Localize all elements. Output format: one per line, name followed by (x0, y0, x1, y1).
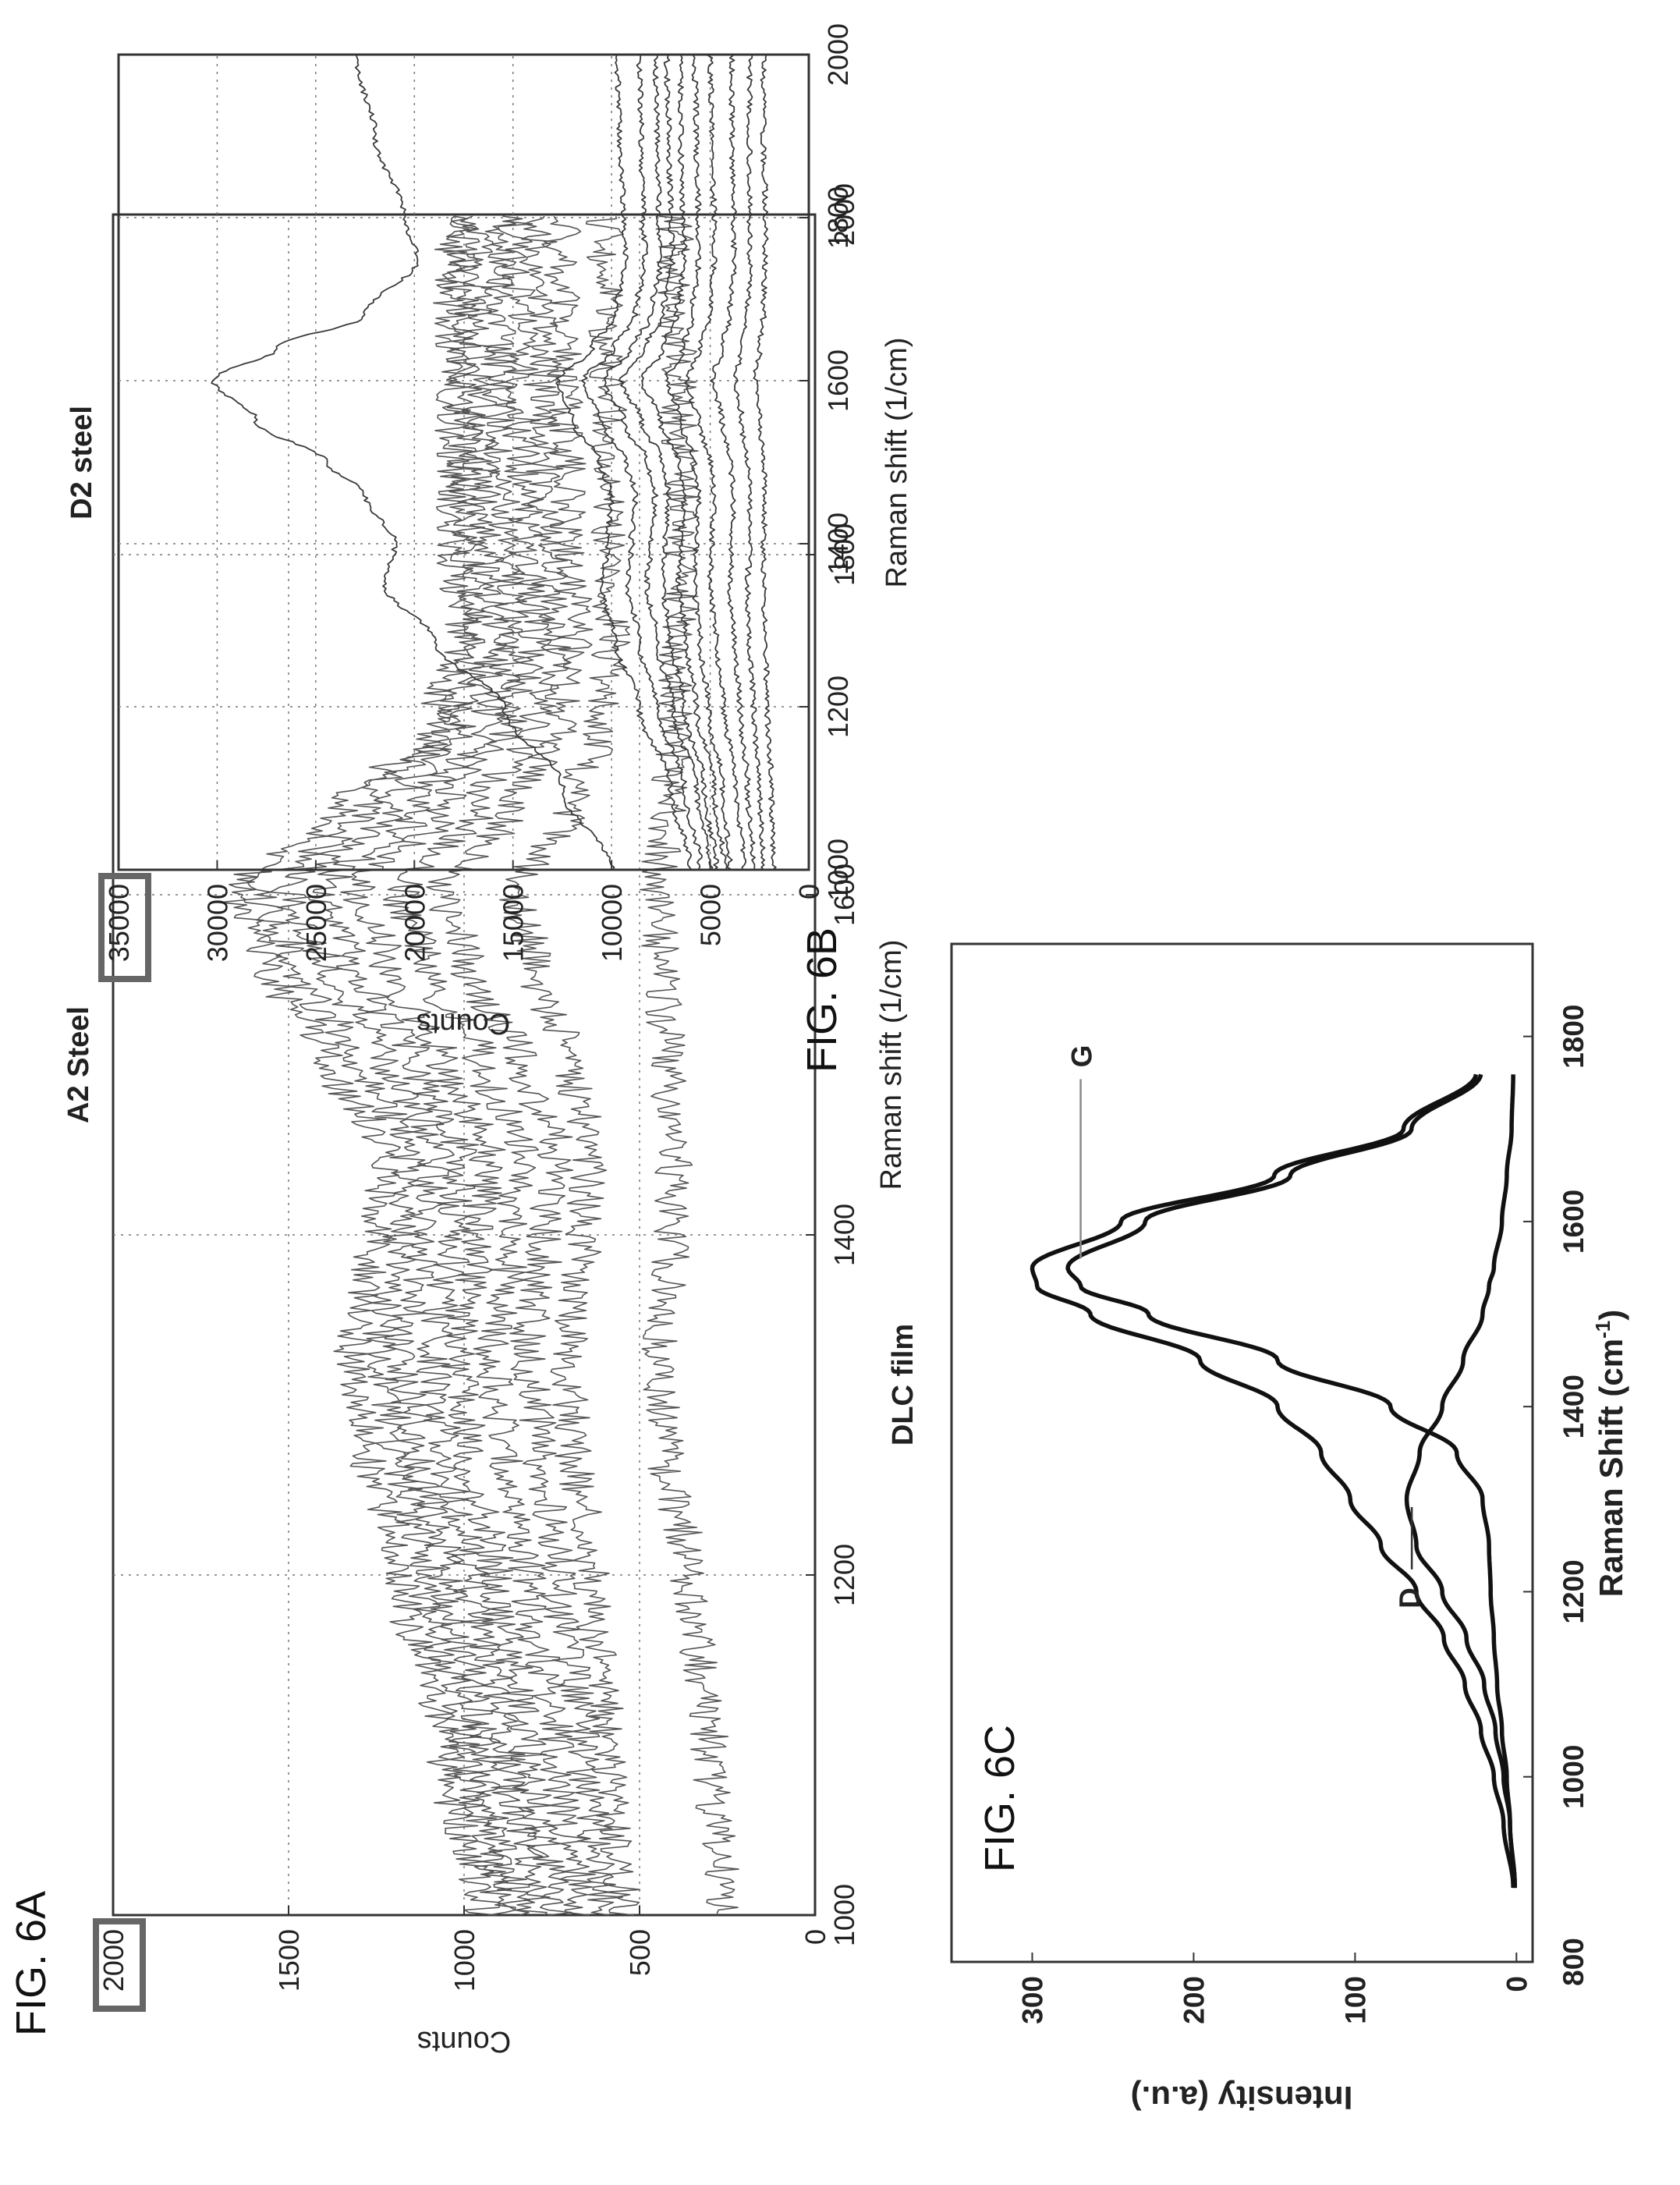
series-line-6b-1 (211, 55, 615, 871)
x-tick-label: 1800 (1558, 1004, 1590, 1068)
x-tick-label: 1400 (822, 513, 854, 575)
series-line-6a-7 (426, 215, 623, 1916)
y-tick-label: 25000 (300, 884, 332, 962)
chart-title-6a: A2 Steel (62, 1006, 95, 1123)
grid-6a (113, 215, 815, 1915)
x-tick-label: 1600 (828, 864, 860, 926)
series-line-6b-2 (555, 55, 693, 871)
x-ticks-6b: 1000 1200 1400 1600 1800 2000 (799, 23, 854, 901)
y-tick-label: 30000 (201, 884, 233, 962)
y-tick-label: 500 (624, 1929, 656, 1976)
x-tick-label: 1200 (822, 676, 854, 738)
x-tick-label: 1600 (822, 349, 854, 412)
y-axis-label-6c: Intensity (a.u.) (1131, 2080, 1353, 2116)
x-tick-label: 800 (1558, 1938, 1590, 1986)
x-axis-label-6c-sup: -1 (1591, 1321, 1614, 1339)
y-tick-label: 20000 (399, 884, 431, 962)
x-axis-label-6c-close: ) (1593, 1310, 1629, 1321)
x-ticks-6c: 800 1000 1200 1400 1600 1800 (1523, 1004, 1590, 1986)
y-tick-label: 0 (793, 884, 825, 899)
highlighted-tick-box (98, 873, 151, 982)
x-tick-label: 1000 (828, 1884, 860, 1946)
x-tick-label: 2000 (822, 23, 854, 86)
series-line-6b-3 (581, 55, 703, 871)
series-group-6c (1030, 1073, 1517, 1889)
chart-title-6c: DLC film (887, 1324, 920, 1445)
series-line-6c-3 (1404, 1074, 1517, 1889)
y-tick-label: 35000 (103, 884, 135, 962)
y-tick-label: 200 (1178, 1976, 1210, 2024)
x-tick-label: 1400 (1558, 1374, 1590, 1438)
x-tick-label: 2000 (828, 183, 860, 246)
series-line-6b-10 (733, 55, 766, 871)
figure-6a-label: FIG. 6A (8, 1891, 55, 2036)
series-line-6a-4 (307, 216, 551, 1916)
x-tick-label: 1000 (1558, 1745, 1590, 1809)
y-ticks-6b: 0 5000 10000 15000 20000 25000 30000 35000 (98, 860, 825, 982)
y-tick-label: 100 (1339, 1976, 1371, 2024)
y-tick-label: 10000 (596, 884, 628, 962)
y-tick-label: 5000 (695, 884, 727, 946)
y-ticks-6a: 0 500 1000 1500 2000 (93, 1906, 831, 2012)
x-tick-label: 1400 (828, 1204, 860, 1266)
x-axis-label-6b: Raman shift (1/cm) (881, 338, 913, 588)
y-axis-label-6a: Counts (417, 2025, 511, 2058)
y-axis-label-6b: Counts (416, 1007, 510, 1040)
y-tick-label: 15000 (498, 884, 530, 962)
series-line-6b-6 (640, 55, 728, 871)
x-tick-label: 1600 (1558, 1190, 1590, 1254)
series-line-6b-4 (603, 55, 714, 871)
series-line-6c-2 (1065, 1073, 1517, 1889)
x-tick-label: 1200 (1558, 1559, 1590, 1623)
series-line-6b-11 (753, 55, 777, 871)
figure-6b-label: FIG. 6B (799, 928, 845, 1073)
y-tick-label: 2000 (97, 1929, 129, 1992)
annotations-6c: DG (1066, 1045, 1427, 1609)
y-tick-label: 300 (1016, 1976, 1048, 2024)
plot-frame-6b (117, 53, 810, 871)
series-line-6c-1 (1030, 1073, 1515, 1889)
figure-6c-label: FIG. 6C (976, 1725, 1023, 1872)
y-tick-label: 1000 (448, 1929, 480, 1992)
series-line-6b-5 (618, 55, 719, 871)
annotation-label-g: G (1066, 1045, 1098, 1068)
x-tick-label: 1800 (822, 186, 854, 249)
series-line-6a-8 (499, 216, 641, 1916)
x-tick-label: 1800 (828, 523, 860, 586)
series-line-6b-7 (665, 55, 733, 871)
plot-frame-6c (950, 942, 1534, 1963)
chart-title-6b: D2 steel (66, 406, 98, 520)
series-line-6a-1 (218, 215, 501, 1916)
series-line-6a-5 (340, 215, 572, 1916)
series-line-6a-6 (382, 215, 596, 1916)
x-tick-label: 1000 (822, 839, 854, 901)
series-line-6b-9 (710, 55, 756, 871)
y-tick-label: 0 (1501, 1976, 1533, 1992)
series-line-6b-8 (683, 55, 746, 871)
x-axis-label-6c: Raman Shift (cm-1) (1591, 1310, 1629, 1598)
x-tick-label: 1200 (828, 1544, 860, 1606)
x-axis-label-6a: Raman shift (1/cm) (875, 940, 908, 1190)
y-tick-label: 0 (799, 1929, 831, 1945)
x-axis-label-6c-main: Raman Shift (cm (1593, 1339, 1629, 1597)
y-ticks-6c: 0 100 200 300 (1016, 1953, 1533, 2024)
highlighted-tick-box (93, 1918, 146, 2012)
annotation-label-d: D (1394, 1587, 1426, 1609)
series-group-6b (211, 55, 777, 871)
series-line-6a-3 (269, 215, 531, 1916)
y-tick-label: 1500 (273, 1929, 305, 1992)
series-line-6a-9 (640, 215, 739, 1916)
series-group-6a (218, 215, 739, 1916)
